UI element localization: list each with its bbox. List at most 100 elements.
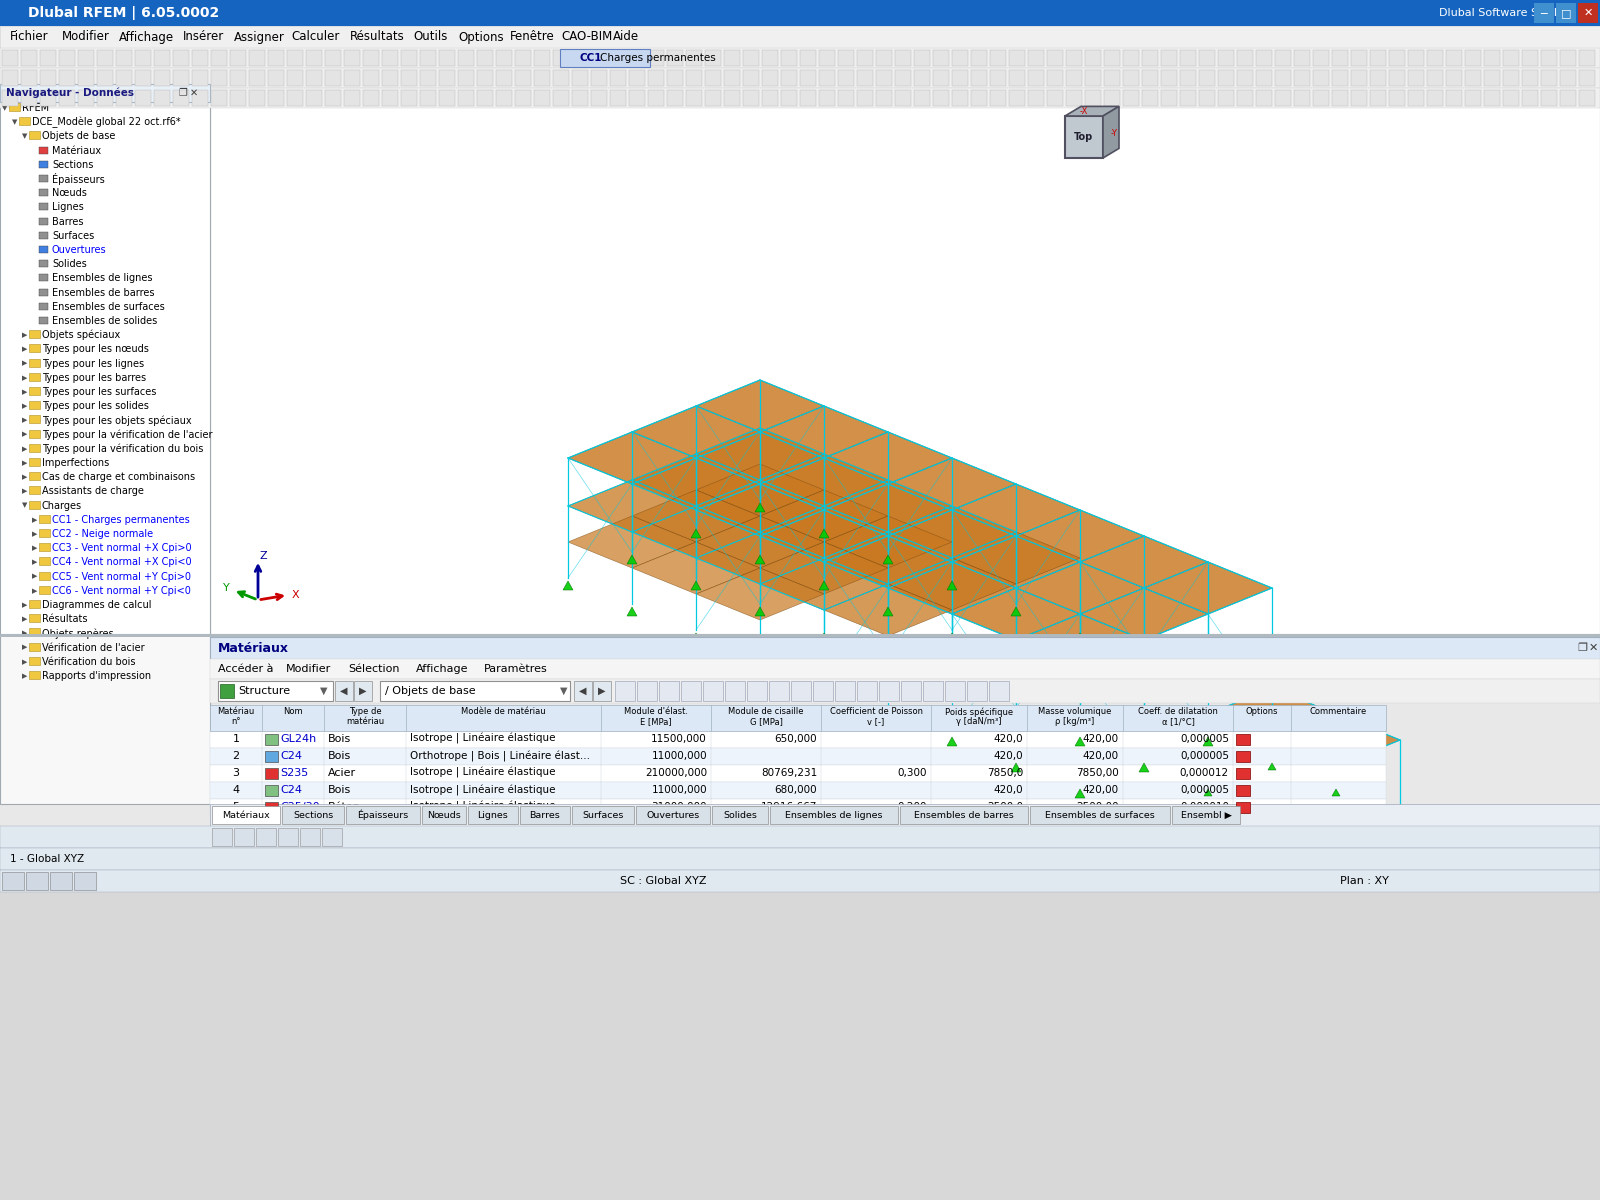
Bar [419, 70, 435, 86]
Text: Types pour les surfaces: Types pour les surfaces [42, 386, 157, 397]
Text: Coefficient de Poisson: Coefficient de Poisson [829, 708, 923, 716]
Text: Surfaces: Surfaces [51, 230, 94, 241]
Text: Assistants de charge: Assistants de charge [42, 486, 144, 497]
Bar [1218, 50, 1234, 66]
Bar [38, 190, 48, 196]
Text: matériau: matériau [346, 718, 384, 726]
Bar [1275, 70, 1291, 86]
Text: Acier: Acier [328, 768, 357, 778]
Polygon shape [760, 406, 888, 458]
Bar [301, 828, 320, 846]
Bar [1522, 50, 1538, 66]
Bar [211, 70, 227, 86]
Text: Type de: Type de [349, 708, 381, 716]
Bar [98, 70, 114, 86]
Polygon shape [883, 554, 893, 564]
Text: Affichage: Affichage [416, 664, 469, 674]
Bar [1331, 90, 1347, 106]
Text: GL24h: GL24h [280, 734, 317, 744]
Text: Sections: Sections [51, 160, 93, 169]
Bar [686, 70, 702, 86]
Bar [1027, 70, 1043, 86]
Polygon shape [760, 558, 888, 610]
Bar [250, 90, 266, 106]
Bar [211, 828, 232, 846]
Text: Lignes: Lignes [478, 810, 509, 820]
Bar [40, 50, 56, 66]
Bar [306, 90, 322, 106]
Bar [29, 430, 40, 438]
Bar [723, 50, 739, 66]
Bar [686, 90, 702, 106]
Text: Plan : XY: Plan : XY [1341, 876, 1389, 886]
Polygon shape [1080, 588, 1208, 640]
Bar [1578, 2, 1598, 23]
Bar [29, 643, 40, 650]
Bar [306, 50, 322, 66]
Bar [38, 275, 48, 281]
Text: Affichage: Affichage [118, 30, 174, 43]
Text: Navigateur - Données: Navigateur - Données [6, 88, 134, 98]
Bar [496, 50, 512, 66]
Polygon shape [952, 484, 1080, 536]
Polygon shape [1075, 790, 1085, 798]
Polygon shape [1066, 107, 1118, 116]
Bar [2, 90, 18, 106]
Bar [38, 260, 48, 268]
Bar [1314, 70, 1330, 86]
Text: Isotrope | Linéaire élastique: Isotrope | Linéaire élastique [410, 785, 555, 796]
Bar [858, 90, 874, 106]
Bar [266, 802, 278, 814]
Bar [50, 872, 72, 890]
Bar [210, 731, 1386, 748]
Bar [520, 806, 570, 824]
Bar [1066, 70, 1082, 86]
Bar [98, 90, 114, 106]
Bar [706, 70, 722, 86]
Bar [971, 70, 987, 86]
Bar [723, 90, 739, 106]
Text: Nom: Nom [283, 708, 302, 716]
Bar [1010, 70, 1026, 86]
Bar [1560, 50, 1576, 66]
Bar [0, 848, 1600, 870]
Text: ✕: ✕ [190, 88, 198, 98]
Bar [29, 401, 40, 409]
Bar [648, 70, 664, 86]
Text: ▶: ▶ [22, 644, 27, 650]
Text: CC6 - Vent normal +Y Cpi<0: CC6 - Vent normal +Y Cpi<0 [51, 586, 190, 595]
Text: Ensembles de surfaces: Ensembles de surfaces [1045, 810, 1155, 820]
Bar [594, 680, 611, 701]
Bar [477, 70, 493, 86]
Bar [629, 70, 645, 86]
Bar [838, 50, 854, 66]
Bar [269, 70, 285, 86]
Polygon shape [888, 558, 1016, 610]
Text: ▶: ▶ [32, 559, 37, 565]
Polygon shape [696, 532, 824, 584]
Polygon shape [755, 554, 765, 564]
Bar [286, 90, 302, 106]
Polygon shape [1203, 685, 1213, 694]
Bar [1235, 768, 1250, 779]
Bar [38, 302, 48, 310]
Bar [1123, 70, 1139, 86]
Polygon shape [1267, 763, 1277, 770]
Bar [747, 680, 766, 701]
Bar [210, 704, 1386, 731]
Bar [210, 799, 1386, 816]
Polygon shape [691, 529, 701, 538]
Bar [458, 50, 474, 66]
Polygon shape [563, 581, 573, 590]
Text: Y: Y [222, 583, 230, 593]
Bar [1579, 70, 1595, 86]
Bar [59, 90, 75, 106]
Bar [115, 90, 131, 106]
Text: CC2 - Neige normale: CC2 - Neige normale [51, 529, 154, 539]
Bar [1181, 90, 1197, 106]
Polygon shape [824, 536, 952, 588]
Bar [38, 317, 48, 324]
Text: Rapports d'impression: Rapports d'impression [42, 671, 150, 680]
Text: Ensembles de solides: Ensembles de solides [51, 316, 157, 326]
Text: 680,000: 680,000 [774, 785, 818, 794]
